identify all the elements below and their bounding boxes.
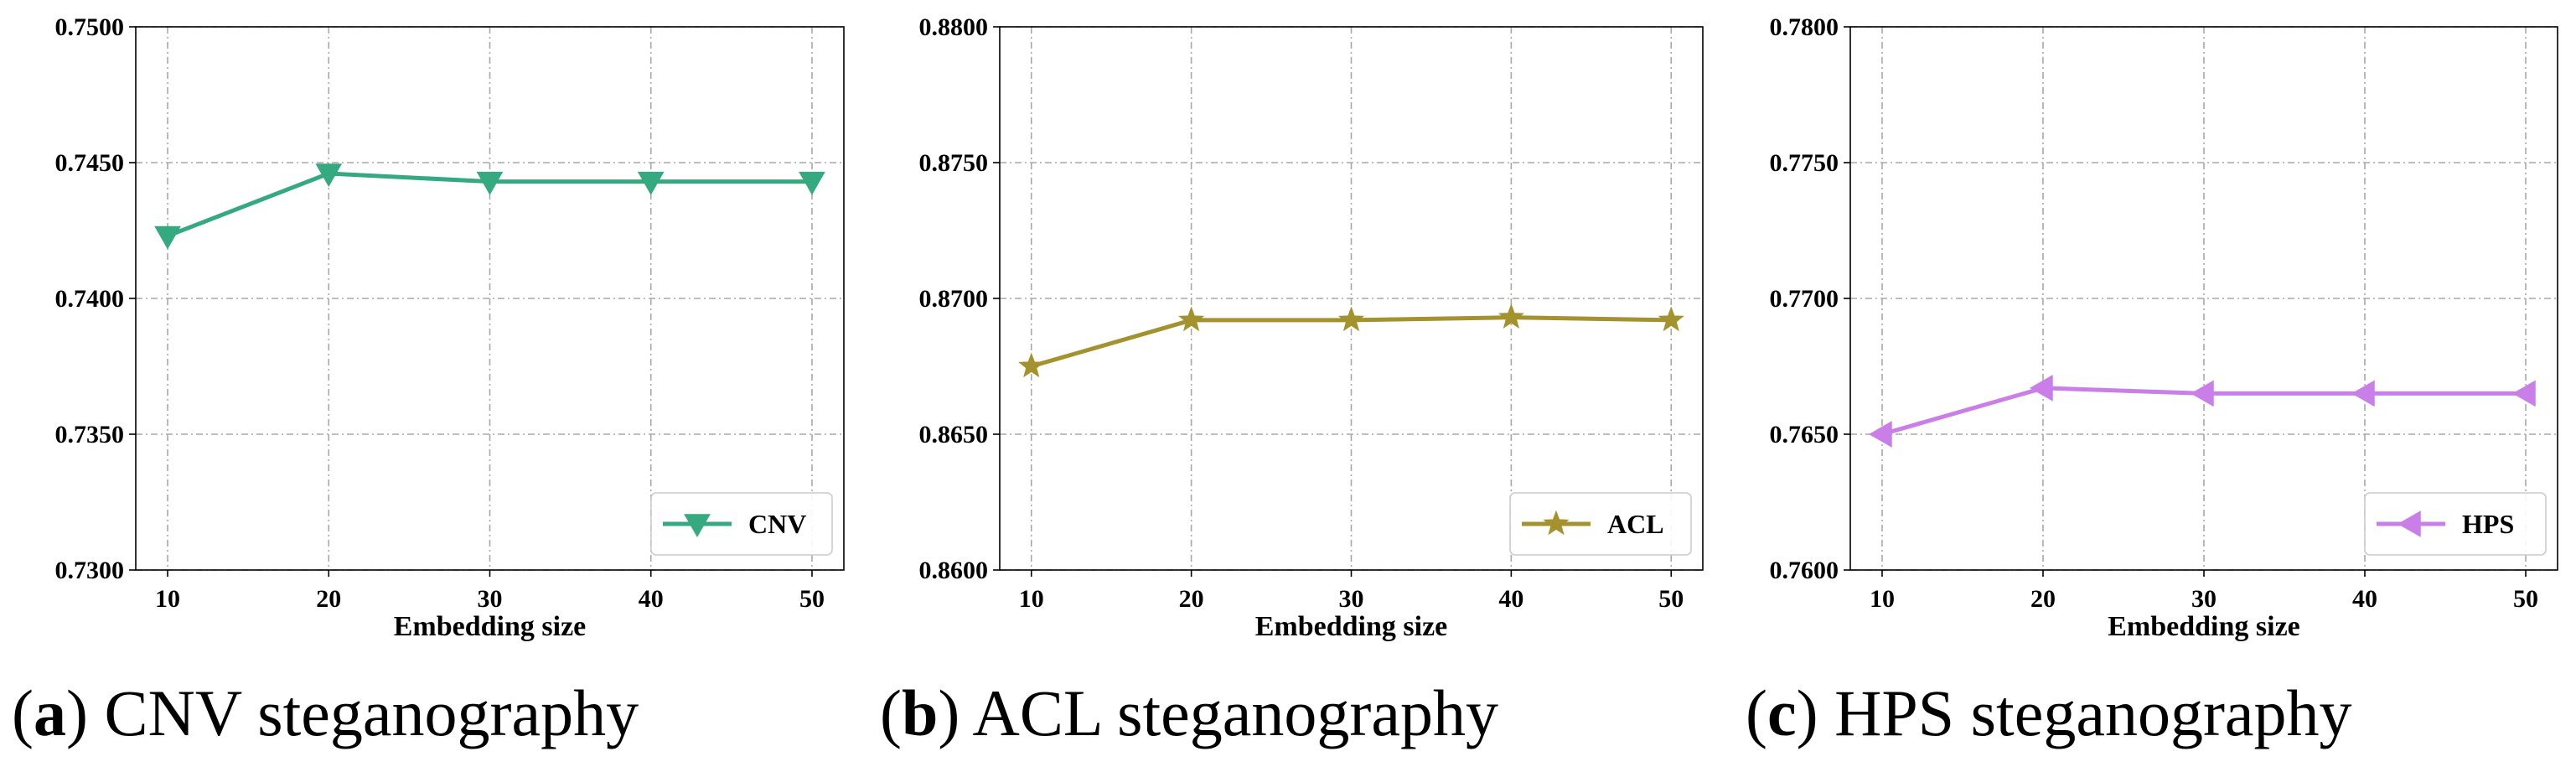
x-tick-label: 50 [2513, 585, 2538, 613]
y-tick-label: 0.7750 [1770, 149, 1839, 177]
caption-b: (b) ACL steganography [880, 676, 1499, 749]
y-tick-label: 0.7500 [55, 13, 125, 41]
legend: CNV [650, 492, 833, 556]
legend-label: ACL [1607, 509, 1664, 539]
x-tick-label: 40 [639, 585, 664, 613]
y-tick-label: 0.7400 [55, 285, 125, 313]
x-tick-label: 40 [1498, 585, 1523, 613]
x-tick-label: 30 [1339, 585, 1364, 613]
data-point [1868, 421, 1892, 448]
x-axis-label: Embedding size [394, 611, 587, 642]
y-tick-label: 0.7600 [1770, 557, 1839, 584]
x-tick-label: 10 [1019, 585, 1044, 613]
x-tick-label: 50 [1658, 585, 1684, 613]
caption-b-letter: b [901, 676, 939, 749]
caption-a: (a) CNV steganography [12, 676, 639, 749]
data-point [799, 171, 825, 195]
data-point [315, 163, 343, 187]
y-tick-label: 0.8650 [919, 421, 989, 448]
y-tick-label: 0.7700 [1770, 285, 1839, 313]
legend-box [1509, 492, 1692, 556]
data-point [2351, 380, 2375, 407]
x-axis-label: Embedding size [2108, 611, 2300, 642]
legend-marker [1543, 510, 1570, 536]
data-point [154, 225, 181, 250]
legend-label: CNV [748, 509, 806, 539]
x-tick-label: 20 [2030, 585, 2056, 613]
data-point [637, 171, 665, 195]
y-tick-label: 0.7650 [1770, 421, 1839, 448]
caption-c-letter: c [1766, 676, 1797, 749]
figure: 0.7300 0.7350 0.7400 0.7450 0.7500 10 20 30 40 50… [55, 13, 2558, 642]
x-tick-label: 30 [478, 585, 503, 613]
legend-box [650, 492, 833, 556]
legend: HPS [2364, 492, 2547, 556]
chart-panel-hps: 0.7600 0.7650 0.7700 0.7750 0.7800 10 20 30 40 50… [1770, 13, 2558, 642]
data-point [1497, 303, 1524, 329]
caption-c-text: HPS steganography [1834, 676, 2352, 749]
chart-panel-acl: 0.8600 0.8650 0.8700 0.8750 0.8800 10 20 30 40 50… [919, 13, 1704, 642]
caption-c: (c) HPS steganography [1746, 676, 2352, 749]
y-tick-label: 0.7800 [1770, 13, 1839, 41]
legend-marker [684, 514, 711, 538]
x-tick-label: 10 [1870, 585, 1895, 613]
legend-label: HPS [2462, 509, 2514, 539]
caption-b-text: ACL steganography [972, 676, 1499, 749]
y-tick-label: 0.8600 [919, 557, 989, 584]
x-tick-label: 20 [316, 585, 341, 613]
x-axis-label: Embedding size [1255, 611, 1448, 642]
y-tick-label: 0.8700 [919, 285, 989, 313]
y-tick-label: 0.8750 [919, 149, 989, 177]
data-point [1178, 306, 1205, 332]
legend-box [2364, 492, 2547, 556]
x-tick-label: 40 [2352, 585, 2377, 613]
y-tick-label: 0.7350 [55, 421, 125, 448]
legend-marker [2397, 510, 2421, 537]
x-tick-label: 10 [155, 585, 180, 613]
x-tick-label: 20 [1179, 585, 1204, 613]
data-point [2190, 380, 2214, 407]
caption-a-text: CNV steganography [104, 676, 639, 749]
data-point [1337, 306, 1365, 332]
data-point [2512, 380, 2536, 407]
data-point [1018, 352, 1045, 378]
y-tick-label: 0.8800 [919, 13, 989, 41]
data-point [2029, 375, 2053, 402]
data-point [476, 171, 504, 195]
x-tick-label: 50 [799, 585, 825, 613]
legend: ACL [1509, 492, 1692, 556]
y-tick-label: 0.7300 [55, 557, 125, 584]
caption-a-letter: a [33, 676, 66, 749]
x-tick-label: 30 [2191, 585, 2216, 613]
y-tick-label: 0.7450 [55, 149, 125, 177]
chart-panel-cnv: 0.7300 0.7350 0.7400 0.7450 0.7500 10 20 30 40 50… [55, 13, 845, 642]
data-point [1658, 306, 1684, 332]
